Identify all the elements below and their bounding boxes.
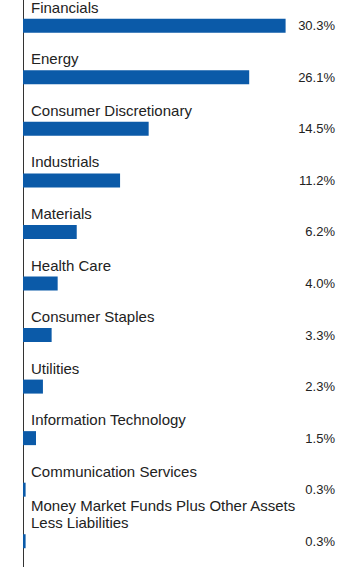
- svg-text:3.3%: 3.3%: [305, 328, 335, 343]
- svg-text:Consumer Discretionary: Consumer Discretionary: [31, 102, 192, 119]
- svg-text:0.3%: 0.3%: [305, 482, 335, 497]
- svg-text:26.1%: 26.1%: [298, 70, 335, 85]
- svg-text:2.3%: 2.3%: [305, 379, 335, 394]
- svg-text:Industrials: Industrials: [31, 153, 99, 170]
- svg-text:14.5%: 14.5%: [298, 121, 335, 136]
- svg-text:Less Liabilities: Less Liabilities: [31, 514, 129, 531]
- svg-text:0.3%: 0.3%: [305, 534, 335, 549]
- svg-text:Consumer Staples: Consumer Staples: [31, 308, 154, 325]
- svg-text:Materials: Materials: [31, 205, 92, 222]
- svg-text:Utilities: Utilities: [31, 360, 79, 377]
- svg-text:1.5%: 1.5%: [305, 431, 335, 446]
- svg-text:Communication Services: Communication Services: [31, 463, 197, 480]
- svg-text:Financials: Financials: [31, 0, 99, 16]
- svg-text:11.2%: 11.2%: [299, 173, 335, 188]
- svg-text:Health Care: Health Care: [31, 257, 111, 274]
- svg-text:Energy: Energy: [31, 50, 79, 67]
- svg-text:6.2%: 6.2%: [305, 224, 335, 239]
- svg-text:4.0%: 4.0%: [305, 276, 335, 291]
- svg-text:Money Market Funds Plus Other: Money Market Funds Plus Other Assets: [31, 497, 295, 514]
- svg-text:30.3%: 30.3%: [298, 18, 335, 33]
- svg-text:Information Technology: Information Technology: [31, 411, 186, 428]
